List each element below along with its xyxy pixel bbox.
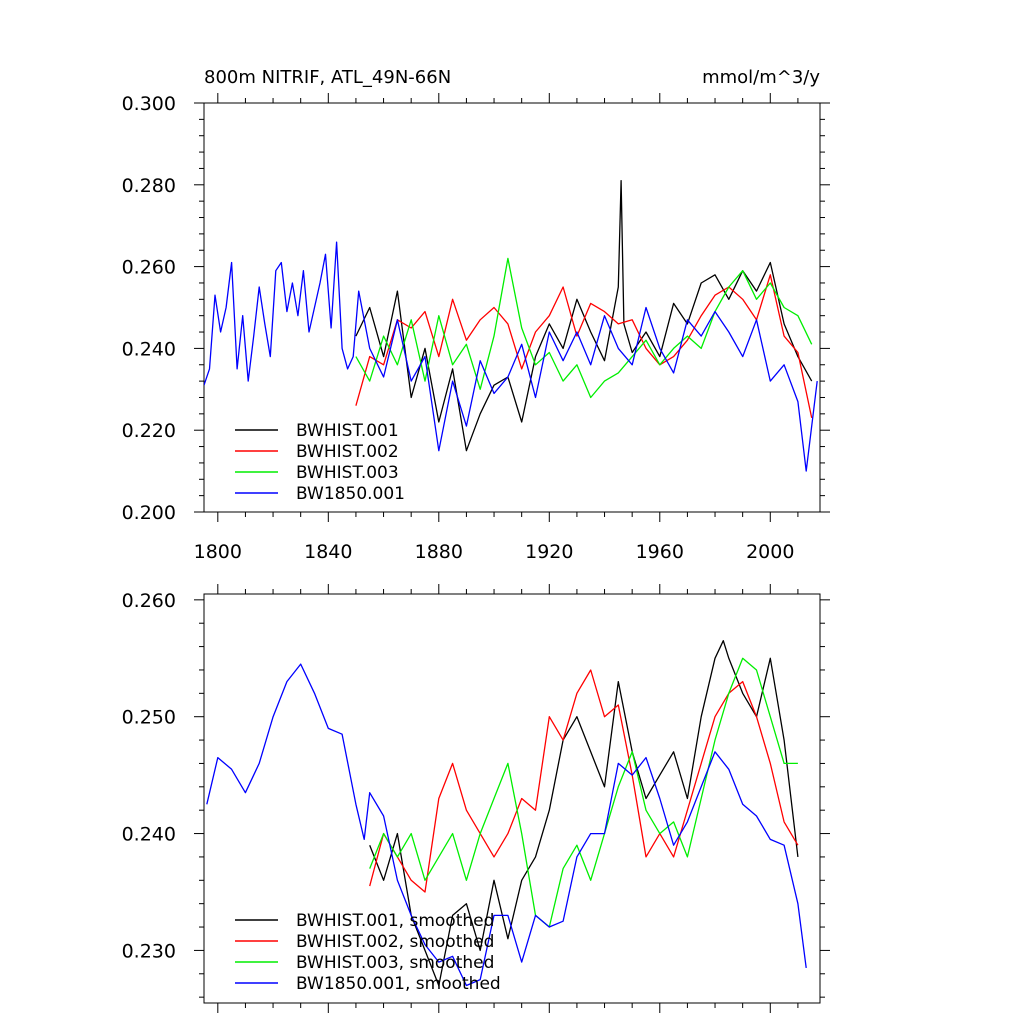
series-line-bwhist-001-smoothed <box>369 640 799 987</box>
bottom-panel: 0.230 0.240 0.250 0.260 BWHIST.001, smoothed… <box>122 584 830 1013</box>
series-line-bwhist-001 <box>355 180 813 452</box>
y-tick-label: 0.230 <box>122 940 176 962</box>
y-tick-label: 0.260 <box>122 590 176 612</box>
y-tick-label: 0.300 <box>122 93 176 115</box>
series-line-bwhist-002-smoothed <box>369 669 799 893</box>
top-panel: 1800 1840 1880 1920 1960 2000 0.200 0.220 0.240 0… <box>122 93 830 563</box>
y-tick-label: 0.240 <box>122 338 176 360</box>
y-tick-label: 0.240 <box>122 824 176 846</box>
series-line-bw1850-001-smoothed <box>206 663 807 987</box>
y-tick-label: 0.250 <box>122 707 176 729</box>
y-tick-label: 0.280 <box>122 175 176 197</box>
series-line-bwhist-003-smoothed <box>369 657 798 928</box>
legend-label: BWHIST.002 <box>296 442 399 462</box>
legend-label: BW1850.001 <box>296 484 405 504</box>
plot-frame <box>203 102 821 513</box>
chart-title: 800m NITRIF, ATL_49N-66N <box>204 67 451 88</box>
series-line-bwhist-002 <box>355 274 813 419</box>
x-tick-label: 1880 <box>415 541 463 563</box>
legend-label: BWHIST.001, smoothed <box>296 911 494 931</box>
series-line-bw1850-001 <box>204 241 818 472</box>
x-tick-label: 1920 <box>525 541 573 563</box>
legend-label: BWHIST.003, smoothed <box>296 953 494 973</box>
units-label: mmol/m^3/y <box>702 67 820 88</box>
y-tick-label: 0.260 <box>122 257 176 279</box>
legend-label: BWHIST.003 <box>296 463 399 483</box>
legend-label: BWHIST.001 <box>296 421 399 441</box>
y-tick-label: 0.200 <box>122 502 176 524</box>
x-tick-label: 1960 <box>636 541 684 563</box>
series-line-bwhist-003 <box>355 257 813 399</box>
x-tick-label: 1800 <box>194 541 242 563</box>
x-tick-label: 2000 <box>746 541 794 563</box>
legend-label: BWHIST.002, smoothed <box>296 932 494 952</box>
plot-frame <box>203 593 821 1004</box>
y-tick-label: 0.220 <box>122 420 176 442</box>
x-tick-label: 1840 <box>304 541 352 563</box>
legend-label: BW1850.001, smoothed <box>296 974 501 994</box>
